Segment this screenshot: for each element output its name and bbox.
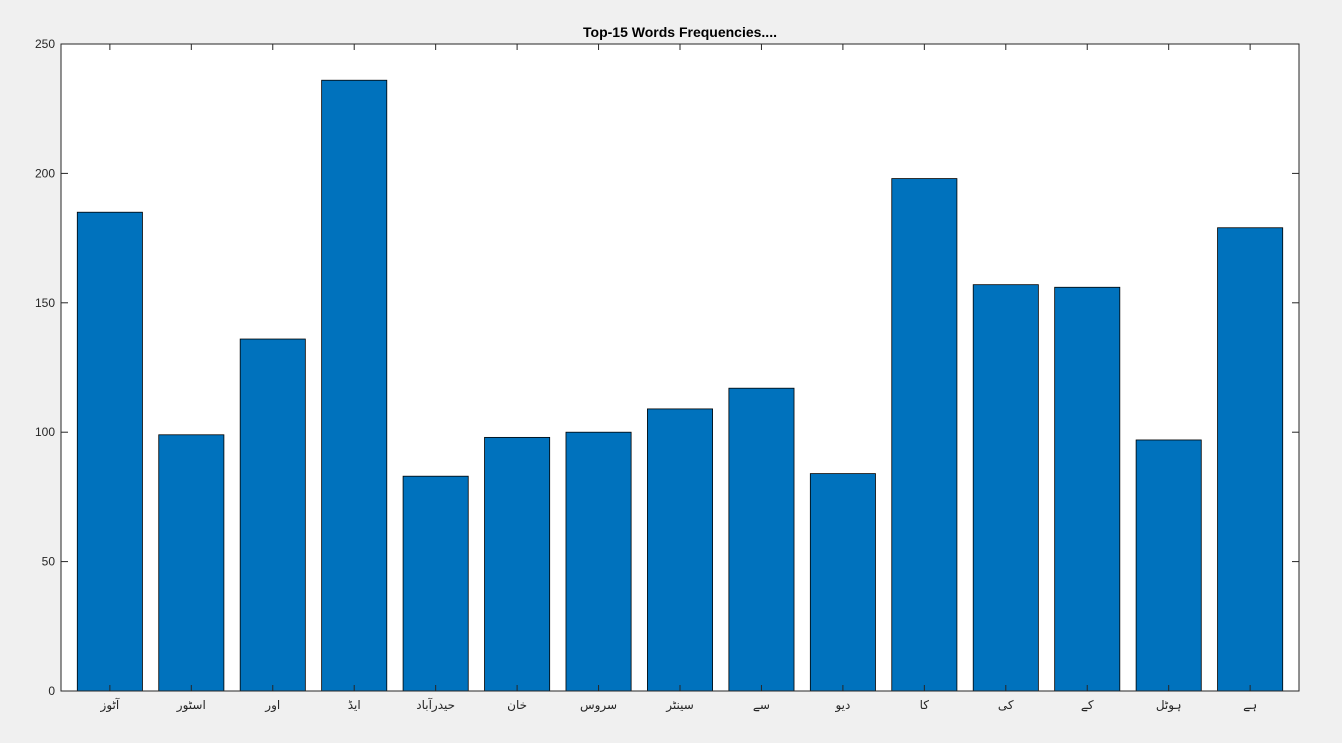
y-tick-label: 0 [48, 684, 55, 698]
bar [321, 79, 388, 692]
bar [972, 284, 1039, 692]
y-tick-label: 200 [35, 166, 55, 180]
x-tick-label: اور [264, 698, 280, 713]
bar [239, 338, 306, 692]
bar [484, 436, 551, 692]
x-tick-label: دیو [834, 698, 850, 713]
x-tick-label: ایڈ [348, 698, 361, 712]
x-tick-label: حیدرآباد [416, 697, 455, 713]
bar [402, 475, 469, 692]
bar [1135, 439, 1202, 692]
bar [809, 473, 876, 692]
axis-ticks: آٹوز اسٹور اور ایڈ حیدرآباد خان سروس سینٹر سے دیو… [35, 37, 1299, 713]
x-tick-label: اسٹور [176, 698, 206, 713]
bar [728, 387, 795, 692]
bar [565, 431, 632, 692]
bars [76, 79, 1284, 692]
x-tick-label: کی [998, 698, 1014, 712]
x-tick-label: ہے [1243, 698, 1257, 712]
x-tick-label: کے [1081, 698, 1094, 712]
chart-title: Top-15 Words Frequencies.... [583, 24, 777, 40]
x-tick-label: سروس [580, 698, 617, 713]
bar [76, 211, 143, 692]
y-tick-label: 50 [42, 555, 56, 569]
x-tick-label: ہوٹل [1156, 698, 1182, 713]
y-tick-label: 100 [35, 425, 55, 439]
y-tick-label: 250 [35, 37, 55, 51]
bar [1217, 227, 1284, 692]
x-tick-label: سینٹر [665, 698, 694, 713]
y-tick-label: 150 [35, 296, 55, 310]
x-tick-label: آٹوز [100, 697, 120, 713]
bar [891, 178, 958, 692]
bar [1054, 286, 1121, 692]
bar [647, 408, 713, 692]
bar [158, 434, 225, 692]
x-tick-label: خان [507, 698, 527, 712]
x-tick-label: سے [753, 698, 770, 712]
x-tick-label: کا [920, 698, 930, 712]
